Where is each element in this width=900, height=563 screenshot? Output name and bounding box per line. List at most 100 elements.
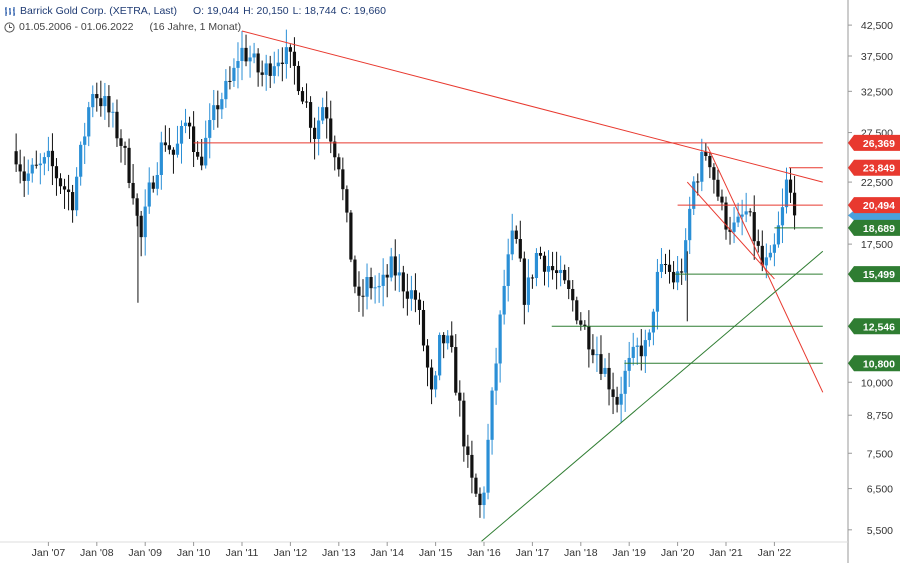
candle-up	[780, 207, 785, 226]
candle-up	[510, 230, 514, 255]
level-label-bg	[848, 355, 900, 372]
candle-down	[575, 300, 579, 321]
candle-up	[83, 136, 87, 145]
candle-up	[619, 393, 623, 405]
candle-down	[304, 101, 309, 103]
candle-up	[603, 367, 607, 374]
candle-up	[381, 274, 385, 286]
x-tick-label: Jan '14	[370, 547, 404, 559]
candle-up	[776, 225, 781, 245]
candle-down	[341, 169, 345, 190]
x-tick-label: Jan '17	[516, 547, 550, 559]
candle-up	[143, 206, 147, 238]
resistance-line	[241, 30, 823, 183]
candle-down	[353, 259, 357, 287]
candle-up	[434, 375, 438, 390]
candle-up	[159, 142, 163, 175]
x-tick-label: Jan '15	[419, 547, 453, 559]
candle-up	[30, 164, 34, 174]
candle-down	[361, 295, 365, 297]
candle-down	[260, 72, 264, 75]
candle-up	[252, 53, 256, 58]
duration: (16 Jahre, 1 Monat)	[149, 21, 242, 33]
candle-down	[123, 145, 127, 148]
candle-down	[571, 288, 575, 301]
x-tick-label: Jan '16	[467, 547, 501, 559]
candle-down	[163, 142, 167, 146]
candle-down	[192, 126, 196, 152]
candle-up	[103, 96, 107, 107]
chart-header: Barrick Gold Corp. (XETRA, Last) O: 19,0…	[4, 3, 386, 35]
x-tick-label: Jan '18	[564, 547, 598, 559]
candle-up	[595, 354, 599, 356]
candle-down	[357, 286, 361, 296]
candle-down	[296, 65, 301, 92]
candle-down	[115, 111, 119, 139]
candle-up	[446, 335, 450, 344]
level-label-text: 12,546	[863, 321, 895, 333]
candle-up	[688, 208, 692, 241]
candle-up	[147, 182, 151, 207]
candle-down	[716, 179, 720, 197]
candle-down	[14, 151, 18, 165]
candle-down	[514, 230, 518, 239]
candle-down	[349, 212, 353, 260]
candle-down	[337, 157, 341, 170]
candle-down	[280, 62, 284, 64]
candle-down	[127, 147, 131, 183]
candle-down	[313, 127, 317, 139]
candle-down	[454, 347, 458, 393]
y-tick-label: 42,500	[861, 20, 893, 32]
level-label-text: 26,369	[863, 138, 895, 150]
candle-down	[639, 345, 643, 357]
candle-up	[38, 163, 42, 166]
candle-up	[224, 80, 228, 100]
candle-up	[732, 222, 736, 232]
candle-down	[329, 118, 333, 142]
candle-up	[768, 252, 772, 258]
period-row: 01.05.2006 - 01.06.2022 (16 Jahre, 1 Mon…	[4, 19, 386, 35]
candle-up	[635, 345, 639, 347]
candle-down	[663, 264, 668, 266]
x-tick-label: Jan '19	[612, 547, 646, 559]
open-value: O: 19,044	[192, 5, 240, 17]
candle-up	[740, 214, 744, 217]
chart-icon	[5, 6, 15, 16]
candle-up	[389, 256, 393, 278]
level-label-text: 23,849	[863, 163, 895, 175]
candle-up	[546, 266, 551, 272]
candle-down	[216, 105, 220, 110]
candle-down	[292, 51, 297, 66]
candle-up	[627, 357, 631, 371]
candle-up	[482, 492, 486, 506]
instrument-title: Barrick Gold Corp. (XETRA, Last)	[20, 5, 177, 17]
candle-down	[119, 138, 123, 146]
candle-down	[550, 266, 555, 271]
candle-down	[748, 211, 752, 213]
candle-down	[429, 367, 434, 390]
candle-up	[183, 122, 188, 126]
candle-up	[232, 67, 236, 82]
candle-down	[151, 182, 155, 189]
candle-down	[752, 212, 756, 242]
level-label-text: 18,689	[863, 223, 895, 235]
candle-down	[34, 164, 38, 166]
x-tick-label: Jan '09	[128, 547, 162, 559]
level-label-bg	[848, 159, 900, 176]
candle-up	[744, 211, 748, 215]
candle-up	[155, 174, 159, 189]
candle-up	[764, 257, 768, 266]
candle-up	[208, 120, 212, 138]
y-tick-label: 7,500	[867, 448, 893, 460]
level-label-text: 15,499	[863, 269, 895, 281]
candle-down	[345, 189, 349, 213]
candle-down	[244, 47, 248, 62]
low-value: L: 18,744	[292, 5, 337, 17]
y-tick-label: 17,500	[861, 239, 893, 251]
candle-down	[538, 253, 543, 256]
date-range: 01.05.2006 - 01.06.2022	[19, 21, 134, 33]
candle-up	[676, 271, 680, 283]
candle-down	[671, 271, 676, 283]
candle-up	[397, 272, 401, 276]
